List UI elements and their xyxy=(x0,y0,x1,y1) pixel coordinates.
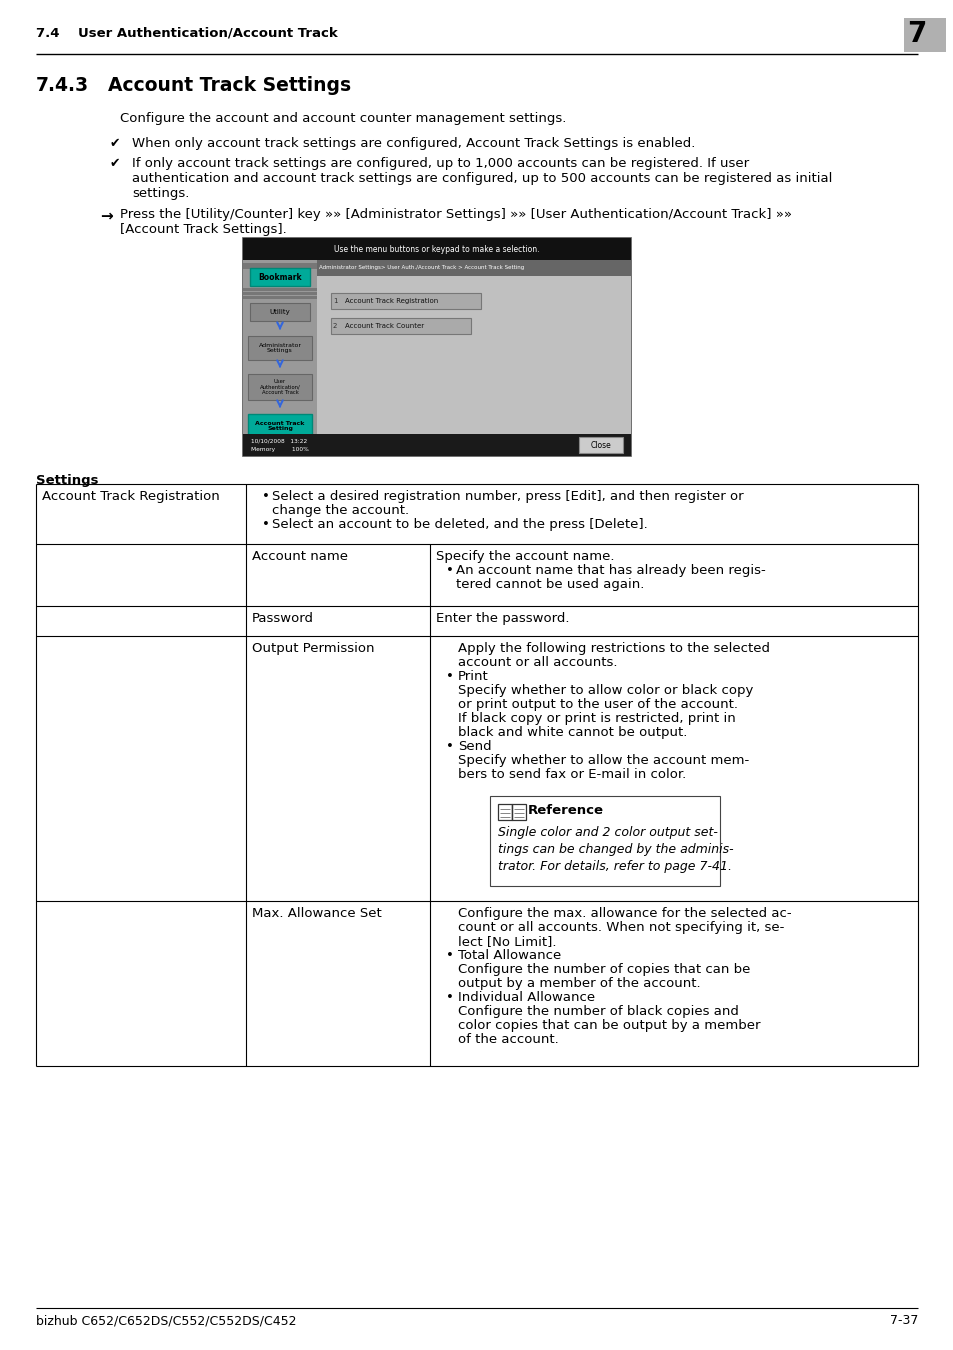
Text: Settings: Settings xyxy=(36,474,98,487)
Bar xyxy=(331,319,471,333)
Text: User
Authentication/
Account Track: User Authentication/ Account Track xyxy=(259,379,300,396)
Text: Bookmark: Bookmark xyxy=(258,273,301,282)
Bar xyxy=(248,374,312,400)
Text: Account Track Settings: Account Track Settings xyxy=(108,76,351,95)
Text: Press the [Utility/Counter] key »» [Administrator Settings] »» [User Authenticat: Press the [Utility/Counter] key »» [Admi… xyxy=(120,208,791,221)
Text: [Account Track Settings].: [Account Track Settings]. xyxy=(120,223,287,236)
Text: •: • xyxy=(262,490,270,504)
Text: 10/10/2008   13:22: 10/10/2008 13:22 xyxy=(251,439,307,444)
Text: Single color and 2 color output set-: Single color and 2 color output set- xyxy=(497,826,717,838)
Text: 7.4.3: 7.4.3 xyxy=(36,76,89,95)
Bar xyxy=(316,261,630,456)
Text: Select a desired registration number, press [Edit], and then register or: Select a desired registration number, pr… xyxy=(272,490,742,504)
Text: bers to send fax or E-mail in color.: bers to send fax or E-mail in color. xyxy=(457,768,685,782)
Text: Individual Allowance: Individual Allowance xyxy=(457,991,595,1004)
Text: When only account track settings are configured, Account Track Settings is enabl: When only account track settings are con… xyxy=(132,136,695,150)
Text: Account Track Registration: Account Track Registration xyxy=(42,490,219,504)
Text: Reference: Reference xyxy=(527,805,603,817)
Text: •: • xyxy=(262,518,270,531)
Text: 2: 2 xyxy=(333,323,337,329)
Bar xyxy=(331,293,480,309)
Text: Account Track
Setting: Account Track Setting xyxy=(255,421,304,432)
Text: Configure the max. allowance for the selected ac-: Configure the max. allowance for the sel… xyxy=(457,907,791,919)
Text: •: • xyxy=(446,564,454,576)
Bar xyxy=(250,302,310,321)
Bar xyxy=(248,414,312,437)
Bar xyxy=(243,433,630,456)
Text: ✔: ✔ xyxy=(110,136,120,150)
Text: •: • xyxy=(446,670,454,683)
Text: lect [No Limit].: lect [No Limit]. xyxy=(457,936,556,948)
Text: tings can be changed by the adminis-: tings can be changed by the adminis- xyxy=(497,842,733,856)
Text: If black copy or print is restricted, print in: If black copy or print is restricted, pr… xyxy=(457,711,735,725)
Bar xyxy=(490,796,720,886)
Text: 7-37: 7-37 xyxy=(889,1314,917,1327)
Text: of the account.: of the account. xyxy=(457,1033,558,1046)
Text: or print output to the user of the account.: or print output to the user of the accou… xyxy=(457,698,738,711)
Text: settings.: settings. xyxy=(132,188,190,200)
Text: Configure the number of black copies and: Configure the number of black copies and xyxy=(457,1004,739,1018)
Text: ✔: ✔ xyxy=(110,157,120,170)
Text: Administrator Settings> User Auth./Account Track > Account Track Setting: Administrator Settings> User Auth./Accou… xyxy=(318,266,524,270)
Bar xyxy=(243,296,316,298)
Bar xyxy=(243,266,316,269)
Text: Specify whether to allow color or black copy: Specify whether to allow color or black … xyxy=(457,684,753,697)
Text: Print: Print xyxy=(457,670,488,683)
Text: tered cannot be used again.: tered cannot be used again. xyxy=(456,578,643,591)
Text: Close: Close xyxy=(590,440,611,450)
Text: authentication and account track settings are configured, up to 500 accounts can: authentication and account track setting… xyxy=(132,171,832,185)
Text: Configure the number of copies that can be: Configure the number of copies that can … xyxy=(457,963,750,976)
Bar xyxy=(512,805,525,819)
Text: black and white cannot be output.: black and white cannot be output. xyxy=(457,726,687,738)
Text: •: • xyxy=(446,740,454,753)
Bar xyxy=(243,238,630,261)
Bar xyxy=(903,18,945,53)
Text: Account Track Registration: Account Track Registration xyxy=(345,298,437,304)
Text: Specify the account name.: Specify the account name. xyxy=(436,549,614,563)
Text: Apply the following restrictions to the selected: Apply the following restrictions to the … xyxy=(457,643,769,655)
Text: account or all accounts.: account or all accounts. xyxy=(457,656,617,670)
Text: Output Permission: Output Permission xyxy=(252,643,375,655)
Text: bizhub C652/C652DS/C552/C552DS/C452: bizhub C652/C652DS/C552/C552DS/C452 xyxy=(36,1314,296,1327)
Text: Administrator
Settings: Administrator Settings xyxy=(258,343,301,354)
Text: Send: Send xyxy=(457,740,491,753)
Text: Password: Password xyxy=(252,612,314,625)
Bar xyxy=(578,437,622,454)
Text: Max. Allowance Set: Max. Allowance Set xyxy=(252,907,381,919)
Text: count or all accounts. When not specifying it, se-: count or all accounts. When not specifyi… xyxy=(457,921,783,934)
Bar xyxy=(248,336,312,360)
Bar xyxy=(243,238,630,456)
Text: Specify whether to allow the account mem-: Specify whether to allow the account mem… xyxy=(457,755,748,767)
Text: If only account track settings are configured, up to 1,000 accounts can be regis: If only account track settings are confi… xyxy=(132,157,748,170)
Text: Account name: Account name xyxy=(252,549,348,563)
Text: Utility: Utility xyxy=(270,309,290,315)
Text: Total Allowance: Total Allowance xyxy=(457,949,560,963)
Text: •: • xyxy=(446,991,454,1004)
Bar xyxy=(316,261,630,275)
Text: Account Track Counter: Account Track Counter xyxy=(345,323,424,329)
Bar xyxy=(243,261,316,456)
Text: Configure the account and account counter management settings.: Configure the account and account counte… xyxy=(120,112,566,126)
Text: An account name that has already been regis-: An account name that has already been re… xyxy=(456,564,765,576)
Text: color copies that can be output by a member: color copies that can be output by a mem… xyxy=(457,1019,760,1031)
Text: 1: 1 xyxy=(333,298,337,304)
Bar xyxy=(250,269,310,286)
Text: trator. For details, refer to page 7-41.: trator. For details, refer to page 7-41. xyxy=(497,860,731,873)
Text: 7: 7 xyxy=(906,20,925,49)
Text: change the account.: change the account. xyxy=(272,504,409,517)
Text: Select an account to be deleted, and the press [Delete].: Select an account to be deleted, and the… xyxy=(272,518,647,531)
Bar xyxy=(497,805,512,819)
Text: Memory         100%: Memory 100% xyxy=(251,447,309,452)
Bar xyxy=(243,288,316,292)
Text: output by a member of the account.: output by a member of the account. xyxy=(457,977,700,990)
Text: •: • xyxy=(446,949,454,963)
Bar xyxy=(243,263,316,266)
Bar xyxy=(243,292,316,296)
Text: Enter the password.: Enter the password. xyxy=(436,612,569,625)
Text: 7.4    User Authentication/Account Track: 7.4 User Authentication/Account Track xyxy=(36,27,337,40)
Text: Use the menu buttons or keypad to make a selection.: Use the menu buttons or keypad to make a… xyxy=(334,244,539,254)
Text: →: → xyxy=(100,208,112,223)
